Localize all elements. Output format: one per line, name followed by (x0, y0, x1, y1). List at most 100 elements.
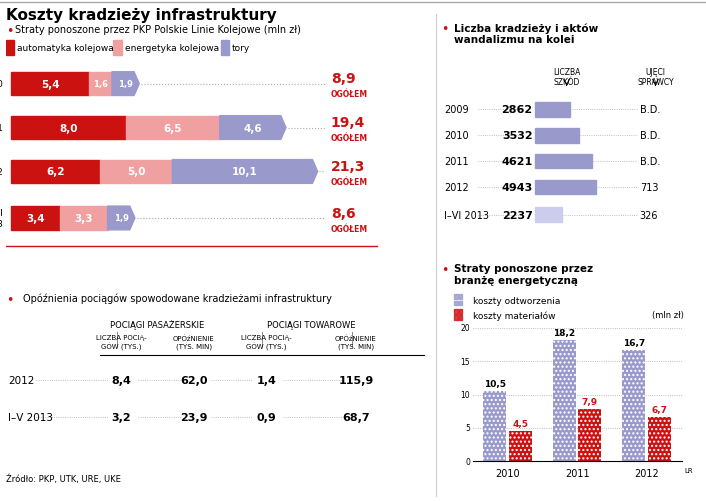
Text: 6,7: 6,7 (652, 405, 668, 414)
Text: 4943: 4943 (501, 183, 533, 192)
Text: •: • (441, 23, 448, 36)
Text: tory: tory (232, 44, 251, 53)
Bar (535, 154, 592, 169)
Text: I–VI
2013: I–VI 2013 (0, 209, 3, 228)
Bar (535, 128, 579, 143)
Bar (455, 310, 457, 314)
Text: 2009: 2009 (444, 105, 469, 115)
Text: •: • (441, 264, 448, 277)
Text: 115,9: 115,9 (338, 375, 373, 385)
Bar (648, 417, 671, 461)
Text: 19,4: 19,4 (330, 116, 365, 130)
Bar (483, 391, 506, 461)
Text: 3,2: 3,2 (111, 412, 131, 422)
Bar (535, 103, 570, 117)
Text: automatyka kolejowa: automatyka kolejowa (17, 44, 114, 53)
Polygon shape (172, 160, 318, 184)
Text: 2012: 2012 (8, 375, 34, 385)
Text: 3532: 3532 (502, 131, 533, 141)
Bar (553, 340, 576, 461)
Text: POCIĄGI TOWAROWE: POCIĄGI TOWAROWE (267, 320, 355, 329)
Text: energetyka kolejowa: energetyka kolejowa (124, 44, 219, 53)
Text: 16,7: 16,7 (623, 338, 645, 347)
Text: 0: 0 (465, 457, 470, 466)
Text: 3,4: 3,4 (26, 213, 45, 223)
Text: 2237: 2237 (502, 210, 533, 220)
Text: 10,1: 10,1 (232, 167, 258, 177)
Text: LICZBA
SZKÓD: LICZBA SZKÓD (553, 68, 580, 87)
Text: I–V 2013: I–V 2013 (8, 412, 53, 422)
Text: OGÓŁEM: OGÓŁEM (330, 90, 368, 99)
Bar (455, 301, 457, 306)
Bar (459, 301, 462, 306)
Text: 62,0: 62,0 (180, 375, 208, 385)
Text: LICZBA POCIĄ-
GÓW (TYS.): LICZBA POCIĄ- GÓW (TYS.) (95, 335, 146, 350)
Text: 8,9: 8,9 (330, 72, 355, 86)
Text: OPÓźNIENIE
(TYS. MIN): OPÓźNIENIE (TYS. MIN) (335, 335, 377, 349)
Text: Opóźnienia pociągów spowodowane kradzieżami infrastruktury: Opóźnienia pociągów spowodowane kradzież… (23, 293, 332, 304)
Polygon shape (11, 73, 89, 96)
Polygon shape (60, 206, 107, 230)
Text: 326: 326 (640, 210, 658, 220)
Text: 20: 20 (460, 324, 470, 333)
Text: 2012: 2012 (635, 468, 659, 478)
Polygon shape (11, 160, 100, 184)
Text: Koszty kradzieży infrastruktury: Koszty kradzieży infrastruktury (6, 8, 276, 23)
Text: B.D.: B.D. (640, 157, 660, 167)
Bar (535, 208, 562, 223)
Bar (459, 310, 462, 314)
Text: 5,4: 5,4 (41, 80, 59, 89)
Text: 1,9: 1,9 (118, 80, 133, 89)
Text: 4,6: 4,6 (244, 123, 262, 133)
Text: 2012: 2012 (0, 168, 3, 176)
Text: 2012: 2012 (444, 183, 469, 192)
Text: •: • (6, 25, 13, 38)
Text: 1,9: 1,9 (114, 214, 128, 223)
Text: OPÓźNIENIE
(TYS. MIN): OPÓźNIENIE (TYS. MIN) (173, 335, 215, 349)
Text: 2011: 2011 (565, 468, 590, 478)
Polygon shape (107, 206, 135, 230)
Text: LR: LR (684, 467, 693, 473)
Bar (455, 295, 457, 300)
Polygon shape (89, 73, 112, 96)
Text: •: • (6, 293, 13, 306)
Text: 10: 10 (460, 390, 470, 399)
Text: 8,6: 8,6 (330, 206, 355, 220)
Text: 8,0: 8,0 (59, 123, 78, 133)
Text: B.D.: B.D. (640, 131, 660, 141)
Text: koszty odtworzenia: koszty odtworzenia (472, 296, 560, 305)
Text: 713: 713 (640, 183, 658, 192)
Bar (6, 41, 14, 56)
Text: I–VI 2013: I–VI 2013 (444, 210, 489, 220)
Text: OGÓŁEM: OGÓŁEM (330, 224, 368, 233)
Text: OGÓŁEM: OGÓŁEM (330, 134, 368, 143)
Text: 7,9: 7,9 (582, 397, 598, 406)
Text: 6,5: 6,5 (164, 123, 182, 133)
Bar (623, 350, 645, 461)
Text: 1,4: 1,4 (256, 375, 276, 385)
Text: 3,3: 3,3 (75, 213, 93, 223)
Text: 21,3: 21,3 (330, 160, 365, 174)
Text: B.D.: B.D. (640, 105, 660, 115)
Bar (535, 180, 597, 195)
Polygon shape (11, 116, 126, 140)
Text: 68,7: 68,7 (342, 412, 370, 422)
Bar (459, 316, 462, 321)
Text: 6,2: 6,2 (47, 167, 65, 177)
Text: Straty ponoszone przez
branżę energetyczną: Straty ponoszone przez branżę energetycz… (455, 264, 594, 285)
Bar (455, 316, 457, 321)
Bar (459, 295, 462, 300)
Polygon shape (220, 116, 286, 140)
Text: 8,4: 8,4 (111, 375, 131, 385)
Polygon shape (100, 160, 172, 184)
Text: 2010: 2010 (0, 80, 3, 89)
Text: 18,2: 18,2 (554, 328, 575, 337)
Text: LICZBA POCIĄ-
GÓW (TYS.): LICZBA POCIĄ- GÓW (TYS.) (241, 335, 292, 350)
Text: 23,9: 23,9 (180, 412, 208, 422)
Text: 1,6: 1,6 (93, 80, 108, 89)
Text: 15: 15 (460, 357, 470, 366)
Text: 5: 5 (465, 424, 470, 432)
Text: 2010: 2010 (495, 468, 520, 478)
Text: UJĘCI
SPRAWCY: UJĘCI SPRAWCY (637, 68, 674, 87)
Text: 4,5: 4,5 (513, 419, 528, 428)
